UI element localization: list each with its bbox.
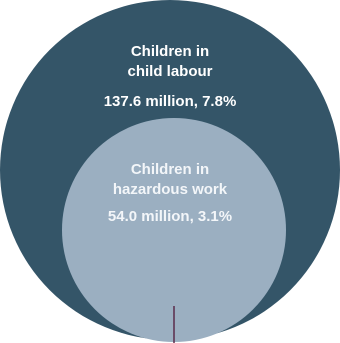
child-labour-title-line2: child labour [127,63,213,80]
hazardous-work-title: Children in hazardous work [0,160,340,200]
hazardous-work-value: 54.0 million, 3.1% [107,208,233,225]
child-labour-title-line1: Children in [130,43,210,60]
child-labour-title: Children in child labour [0,42,340,82]
hazardous-work-title-line1: Children in [130,161,210,178]
hazardous-work-title-line2: hazardous work [112,181,228,198]
child-labour-value: 137.6 million, 7.8% [103,93,237,110]
hazardous-work-circle [62,118,286,342]
